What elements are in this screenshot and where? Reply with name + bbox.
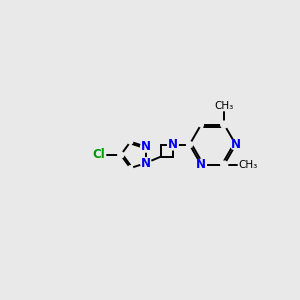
Circle shape xyxy=(199,122,203,127)
Text: N: N xyxy=(141,157,151,169)
Circle shape xyxy=(168,139,178,150)
Text: N: N xyxy=(168,138,178,151)
Circle shape xyxy=(196,159,206,170)
Circle shape xyxy=(141,158,151,168)
Circle shape xyxy=(118,152,124,158)
Circle shape xyxy=(187,142,193,148)
Circle shape xyxy=(221,121,228,128)
Text: N: N xyxy=(231,138,241,151)
Text: N: N xyxy=(141,140,151,153)
Circle shape xyxy=(221,161,228,168)
Text: N: N xyxy=(196,158,206,171)
Circle shape xyxy=(128,140,133,144)
Text: CH₃: CH₃ xyxy=(238,160,257,170)
Text: CH₃: CH₃ xyxy=(214,101,234,111)
Circle shape xyxy=(128,166,133,170)
Circle shape xyxy=(230,139,241,150)
Circle shape xyxy=(141,141,151,152)
Text: Cl: Cl xyxy=(92,148,105,161)
